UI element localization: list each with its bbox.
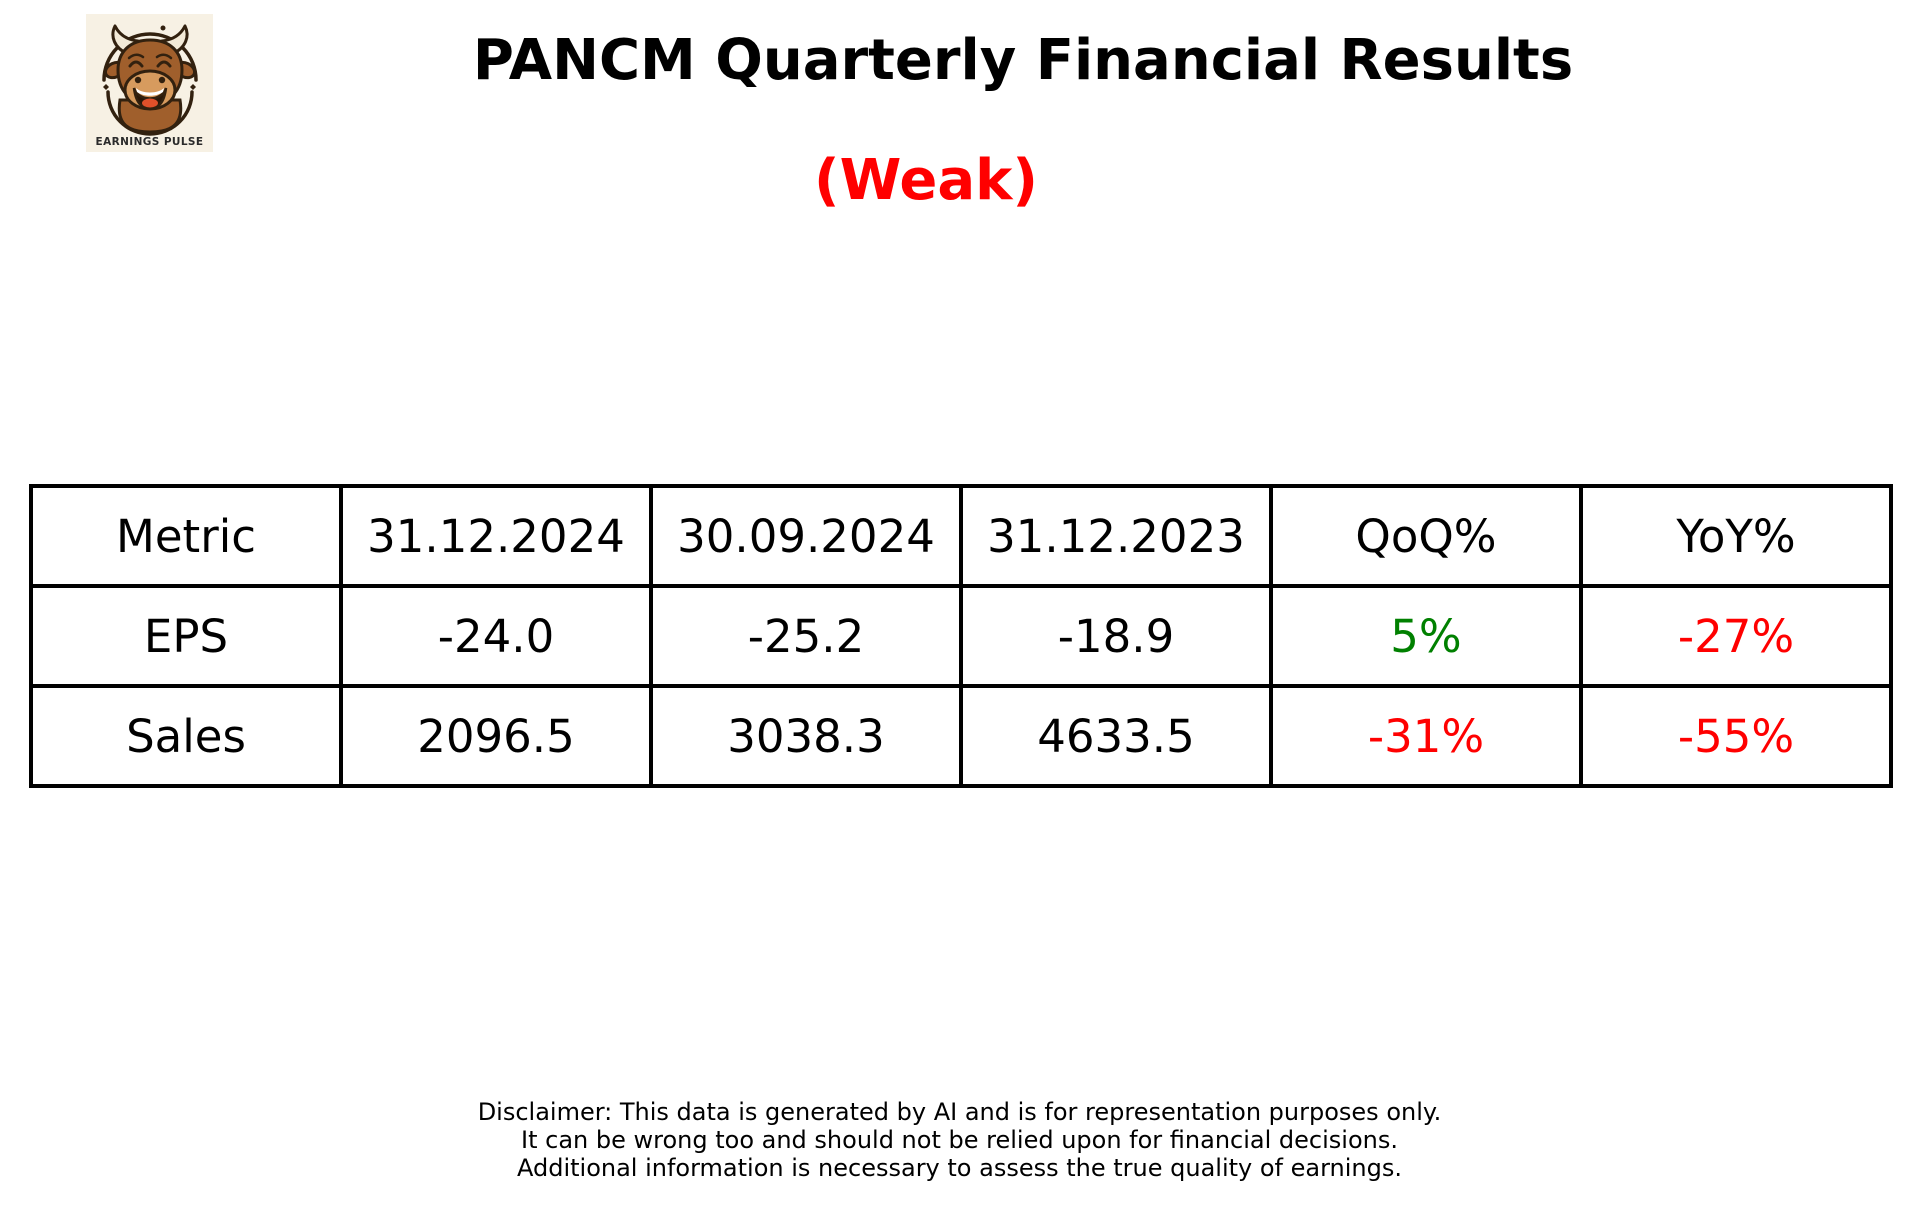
header-cell-q-current: 31.12.2024 <box>339 484 653 588</box>
sales-yearago-cell: 4633.5 <box>959 684 1273 788</box>
verdict-subtitle: (Weak) <box>814 148 1038 213</box>
table-header-row: Metric 31.12.2024 30.09.2024 31.12.2023 … <box>29 484 1893 588</box>
earnings-pulse-logo: EARNINGS PULSE <box>86 14 213 152</box>
eps-qoq-cell: 5% <box>1269 584 1583 688</box>
table-row-sales: Sales 2096.5 3038.3 4633.5 -31% -55% <box>29 684 1893 788</box>
disclaimer: Disclaimer: This data is generated by AI… <box>0 1098 1919 1182</box>
eps-yoy-cell: -27% <box>1579 584 1893 688</box>
page-title: PANCM Quarterly Financial Results <box>472 28 1574 93</box>
header-cell-q-yearago: 31.12.2023 <box>959 484 1273 588</box>
eps-previous-cell: -25.2 <box>649 584 963 688</box>
eps-yearago-cell: -18.9 <box>959 584 1273 688</box>
header-cell-yoy: YoY% <box>1579 484 1893 588</box>
financial-results-table: Metric 31.12.2024 30.09.2024 31.12.2023 … <box>29 484 1893 788</box>
sales-qoq-cell: -31% <box>1269 684 1583 788</box>
sales-metric-cell: Sales <box>29 684 343 788</box>
sales-current-cell: 2096.5 <box>339 684 653 788</box>
table-row-eps: EPS -24.0 -25.2 -18.9 5% -27% <box>29 584 1893 688</box>
bull-icon: EARNINGS PULSE <box>86 14 213 152</box>
eps-metric-cell: EPS <box>29 584 343 688</box>
header-cell-qoq: QoQ% <box>1269 484 1583 588</box>
logo-brand-text: EARNINGS PULSE <box>96 136 204 148</box>
header-cell-metric: Metric <box>29 484 343 588</box>
disclaimer-line-1: Disclaimer: This data is generated by AI… <box>477 1098 1442 1126</box>
disclaimer-line-3: Additional information is necessary to a… <box>516 1154 1402 1182</box>
sales-previous-cell: 3038.3 <box>649 684 963 788</box>
sales-yoy-cell: -55% <box>1579 684 1893 788</box>
eps-current-cell: -24.0 <box>339 584 653 688</box>
disclaimer-line-2: It can be wrong too and should not be re… <box>521 1126 1398 1154</box>
header-cell-q-previous: 30.09.2024 <box>649 484 963 588</box>
